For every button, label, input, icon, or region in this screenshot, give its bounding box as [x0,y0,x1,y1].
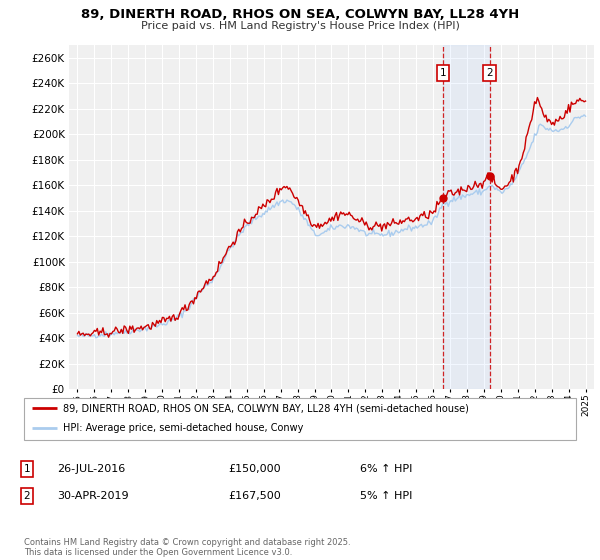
Text: 1: 1 [23,464,31,474]
Text: 5% ↑ HPI: 5% ↑ HPI [360,491,412,501]
Text: HPI: Average price, semi-detached house, Conwy: HPI: Average price, semi-detached house,… [62,423,303,433]
Text: Contains HM Land Registry data © Crown copyright and database right 2025.
This d: Contains HM Land Registry data © Crown c… [24,538,350,557]
Text: 26-JUL-2016: 26-JUL-2016 [57,464,125,474]
Text: 30-APR-2019: 30-APR-2019 [57,491,128,501]
Text: Price paid vs. HM Land Registry's House Price Index (HPI): Price paid vs. HM Land Registry's House … [140,21,460,31]
Text: 1: 1 [439,68,446,78]
FancyBboxPatch shape [24,398,576,440]
Text: 2: 2 [23,491,31,501]
Bar [443,45,490,389]
Text: 89, DINERTH ROAD, RHOS ON SEA, COLWYN BAY, LL28 4YH: 89, DINERTH ROAD, RHOS ON SEA, COLWYN BA… [81,8,519,21]
Text: £150,000: £150,000 [228,464,281,474]
Text: 6% ↑ HPI: 6% ↑ HPI [360,464,412,474]
Text: 89, DINERTH ROAD, RHOS ON SEA, COLWYN BAY, LL28 4YH (semi-detached house): 89, DINERTH ROAD, RHOS ON SEA, COLWYN BA… [62,403,469,413]
Text: 2: 2 [486,68,493,78]
Text: £167,500: £167,500 [228,491,281,501]
